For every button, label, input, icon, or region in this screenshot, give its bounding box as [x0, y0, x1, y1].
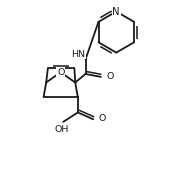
- Text: O: O: [57, 68, 64, 77]
- Text: N: N: [113, 7, 120, 17]
- Text: OH: OH: [55, 125, 69, 134]
- Text: O: O: [99, 115, 106, 123]
- Text: HN: HN: [71, 50, 85, 59]
- Text: O: O: [107, 72, 114, 81]
